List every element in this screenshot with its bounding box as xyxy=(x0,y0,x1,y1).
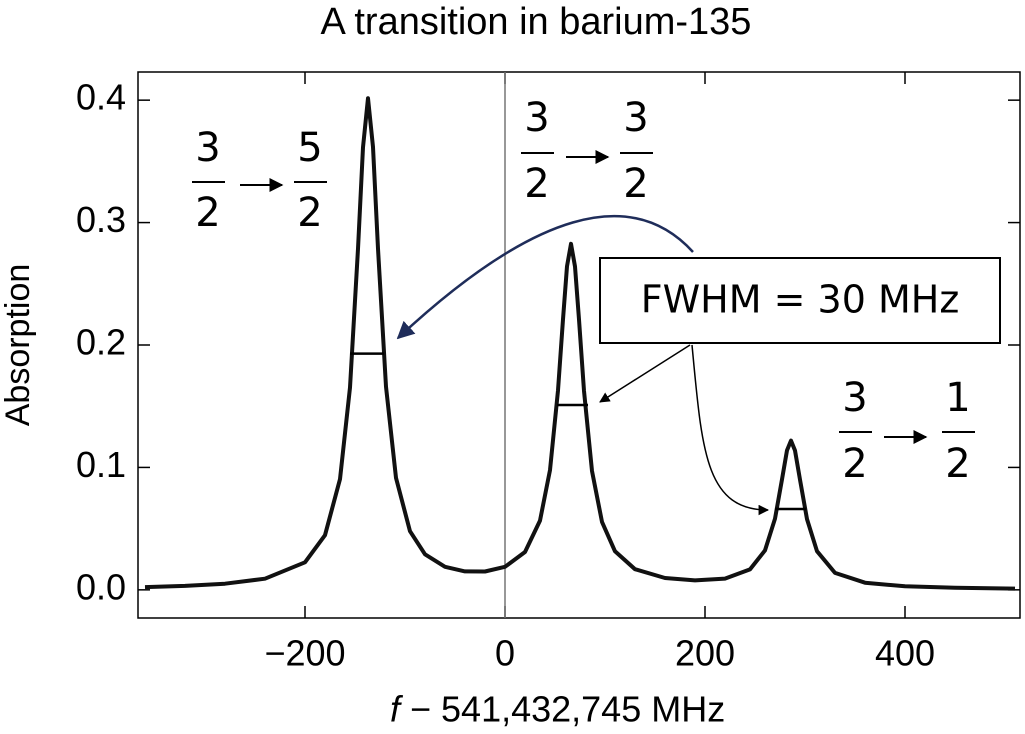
denominator: 2 xyxy=(945,441,970,487)
x-tick-label: 200 xyxy=(675,633,735,674)
annotation-box xyxy=(599,257,1001,344)
plot-layer: 0.0 0.1 0.2 0.3 0.4 −200 0 200 400 xyxy=(76,72,1020,674)
transition-label: 3 2 1 2 xyxy=(839,375,975,487)
denominator: 2 xyxy=(297,190,322,236)
chart-title: A transition in barium-135 xyxy=(321,1,752,43)
y-tick-label: 0.0 xyxy=(76,566,126,607)
denominator: 2 xyxy=(524,161,549,207)
y-tick-label: 0.3 xyxy=(76,199,126,240)
x-axis-label: − 541,432,745 MHz xyxy=(410,689,725,730)
arrow xyxy=(396,214,694,340)
numerator: 5 xyxy=(297,125,322,171)
numerator: 3 xyxy=(842,375,867,421)
x-axis-variable: f xyxy=(390,689,404,730)
transition-label: 3 2 3 2 xyxy=(521,95,653,207)
denominator: 2 xyxy=(842,441,867,487)
numerator: 3 xyxy=(524,95,549,141)
numerator: 1 xyxy=(945,375,970,421)
x-tick-label: 400 xyxy=(875,633,935,674)
numerator: 3 xyxy=(623,95,648,141)
arrow xyxy=(691,344,770,516)
line xyxy=(144,96,1016,591)
annotation: FWHM = 30 MHz xyxy=(641,278,960,322)
transition-label: 3 2 5 2 xyxy=(192,125,327,236)
x-tick-label: 0 xyxy=(495,633,515,674)
y-tick-label: 0.2 xyxy=(76,322,126,363)
x-tick-label: −200 xyxy=(264,633,345,674)
numerator: 3 xyxy=(195,125,220,171)
denominator: 2 xyxy=(195,190,220,236)
y-tick-label: 0.1 xyxy=(76,444,126,485)
denominator: 2 xyxy=(623,161,648,207)
y-axis-label: Absorption xyxy=(0,264,37,427)
y-tick-label: 0.4 xyxy=(76,77,126,118)
arrow xyxy=(599,344,691,403)
